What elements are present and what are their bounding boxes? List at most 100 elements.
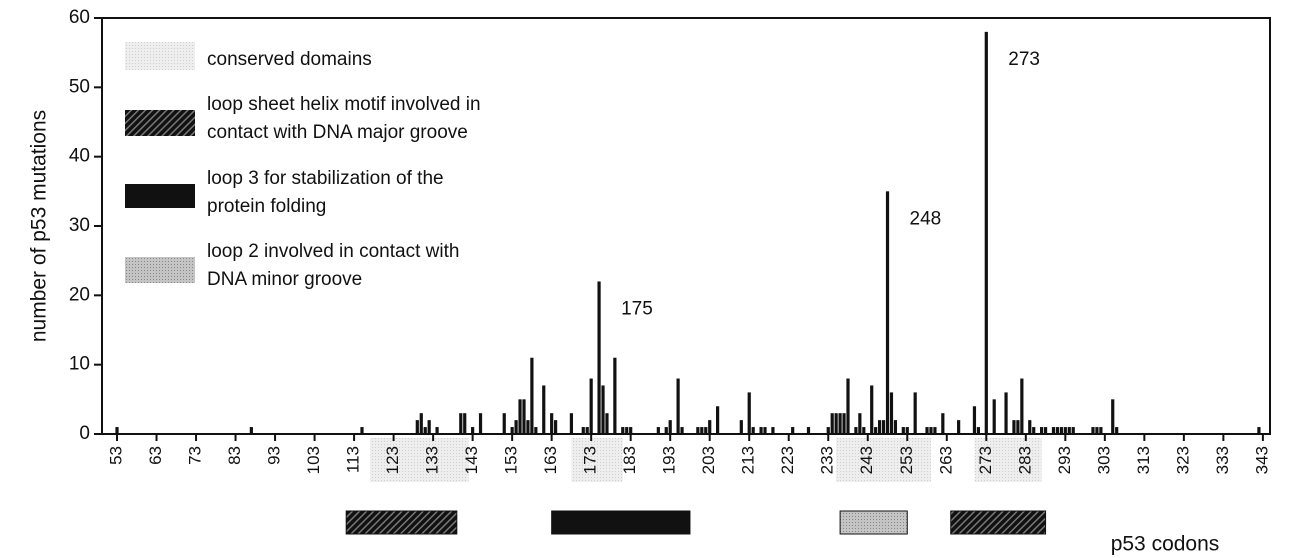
bar <box>518 399 522 434</box>
legend-label: loop 2 involved in contact with <box>207 241 459 262</box>
annotation: 273 <box>1008 49 1040 70</box>
bar <box>1115 427 1119 434</box>
bar <box>771 427 775 434</box>
bar <box>838 413 842 434</box>
y-tick-label: 0 <box>79 423 90 444</box>
bar <box>360 427 364 434</box>
bar <box>791 427 795 434</box>
bar <box>514 420 518 434</box>
bar <box>601 385 605 434</box>
motif-region <box>345 510 458 535</box>
motif-region <box>950 510 1047 535</box>
bar <box>1004 392 1008 434</box>
bar <box>629 427 633 434</box>
y-tick-label: 40 <box>69 146 90 167</box>
legend-swatch <box>125 184 195 208</box>
bar <box>1055 427 1060 434</box>
x-tick-label: 123 <box>383 446 402 474</box>
bar <box>862 427 866 434</box>
bar <box>1040 427 1044 434</box>
bar <box>893 420 898 434</box>
x-tick-label: 313 <box>1134 446 1153 474</box>
bar <box>716 406 720 434</box>
x-tick-label: 213 <box>739 446 758 474</box>
bar <box>1111 399 1115 434</box>
x-tick-label: 343 <box>1252 446 1271 474</box>
bar <box>530 357 534 434</box>
bar <box>929 427 933 434</box>
bar <box>889 392 894 434</box>
y-tick-label: 30 <box>69 215 90 236</box>
bar <box>881 420 886 434</box>
bar <box>664 427 668 434</box>
bar <box>569 413 574 434</box>
bar <box>463 413 467 434</box>
legend-label: contact with DNA major groove <box>207 122 468 143</box>
bar <box>870 385 874 434</box>
x-tick-label: 293 <box>1055 446 1074 474</box>
bar <box>249 427 253 434</box>
x-tick-label: 93 <box>265 446 284 465</box>
x-axis-label: p53 codons <box>1111 533 1220 556</box>
x-tick-label: 283 <box>1015 446 1034 474</box>
x-tick-label: 193 <box>660 446 679 474</box>
bar <box>806 427 811 434</box>
bar <box>901 427 905 434</box>
legend-label: loop sheet helix motif involved in <box>207 94 481 115</box>
bar <box>554 420 558 434</box>
legend-swatch <box>125 42 195 70</box>
bar <box>1043 427 1048 434</box>
bar <box>656 427 660 434</box>
bar <box>478 413 483 434</box>
bar <box>427 420 431 434</box>
bar <box>1032 427 1036 434</box>
bar <box>115 427 119 434</box>
bar <box>680 427 684 434</box>
bar <box>704 427 708 434</box>
legend-swatch <box>125 257 195 283</box>
bar <box>585 427 589 434</box>
bar <box>976 427 980 434</box>
annotation: 175 <box>621 298 653 319</box>
plot-frame <box>101 17 1271 435</box>
bar <box>589 378 593 434</box>
bar <box>621 427 625 434</box>
bar <box>1063 427 1067 434</box>
bar <box>471 427 475 434</box>
x-tick-label: 133 <box>423 446 442 474</box>
bar <box>625 427 629 434</box>
x-tick-label: 63 <box>146 446 165 465</box>
bar <box>992 399 996 434</box>
y-tick-label: 50 <box>69 76 90 97</box>
bar <box>459 413 463 434</box>
y-tick-label: 10 <box>69 354 90 375</box>
legend-label: conserved domains <box>207 49 372 70</box>
bar <box>878 420 882 434</box>
y-axis-label: number of p53 mutations <box>28 110 51 342</box>
conserved-region <box>369 438 469 482</box>
bar <box>957 420 961 434</box>
legend-label: loop 3 for stabilization of the <box>207 168 444 189</box>
bar <box>1091 427 1095 434</box>
bar <box>1051 427 1056 434</box>
conserved-region <box>836 438 931 482</box>
bar <box>972 406 977 434</box>
x-tick-label: 263 <box>936 446 955 474</box>
bar <box>419 413 423 434</box>
bar <box>874 427 878 434</box>
bar <box>759 427 763 434</box>
bar <box>534 427 538 434</box>
bar <box>708 420 712 434</box>
bar <box>423 427 427 434</box>
bar <box>739 420 743 434</box>
bar <box>1257 427 1261 434</box>
x-tick-label: 153 <box>502 446 521 474</box>
bar <box>605 413 609 434</box>
bar <box>550 413 554 434</box>
x-tick-label: 163 <box>541 446 560 474</box>
bar <box>941 413 945 434</box>
bar <box>751 427 755 434</box>
x-tick-label: 203 <box>699 446 718 474</box>
bar <box>925 427 929 434</box>
legend-swatch <box>125 110 195 136</box>
